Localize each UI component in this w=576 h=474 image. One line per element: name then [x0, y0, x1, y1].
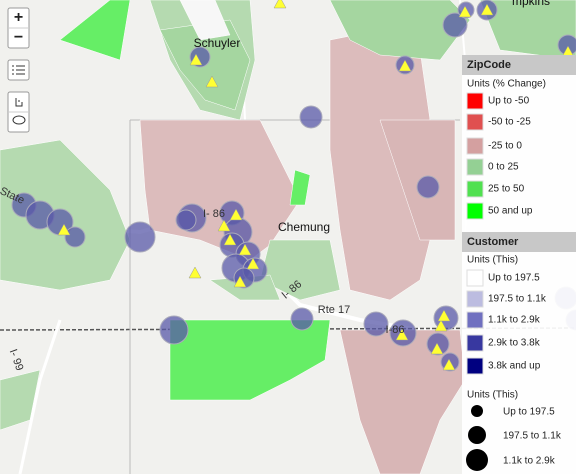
legend-units: Units (This): [467, 390, 518, 401]
legend-label: 197.5 to 1.1k: [488, 294, 547, 305]
place-label: Schuyler: [194, 36, 241, 50]
legend-swatch: [466, 202, 484, 220]
legend-swatch: [466, 113, 484, 131]
legend-swatch: [466, 269, 484, 287]
legend-label: Up to 197.5: [488, 273, 540, 284]
legend-label: 1.1k to 2.9k: [503, 456, 556, 467]
legend-swatch: [466, 158, 484, 176]
legend-label: Up to -50: [488, 96, 530, 107]
map-controls: + −: [7, 7, 30, 133]
road-label: I- 86: [203, 208, 225, 220]
road-label: I- 99: [7, 348, 26, 373]
legend-label: -25 to 0: [488, 141, 522, 152]
legend-header: [462, 232, 576, 252]
legend-label: Up to 197.5: [503, 407, 555, 418]
site-marker: [233, 275, 247, 288]
site-marker: [273, 0, 287, 9]
legend-swatch: [466, 180, 484, 198]
legend-label: 50 and up: [488, 206, 533, 217]
customer-marker: [299, 105, 323, 129]
customer-marker: [64, 226, 86, 248]
customer-marker: [124, 221, 156, 253]
legend-swatch: [466, 92, 484, 110]
site-marker: [238, 243, 252, 256]
legend-title: Customer: [467, 236, 519, 248]
site-marker: [458, 5, 472, 18]
legend-units: Units (This): [467, 255, 518, 266]
site-marker: [223, 233, 237, 246]
zoom-out[interactable]: −: [14, 29, 23, 46]
site-marker: [188, 266, 202, 279]
legend-label: 197.5 to 1.1k: [503, 431, 562, 442]
customer-marker: [159, 315, 189, 345]
legend-units: Units (% Change): [467, 79, 546, 90]
legend-label: 2.9k to 3.8k: [488, 338, 541, 349]
site-marker: [480, 3, 494, 16]
legend-size: [466, 449, 488, 471]
site-marker: [205, 75, 219, 88]
legend-header: [462, 55, 576, 75]
legend-swatch: [466, 137, 484, 155]
customer-marker: [290, 307, 314, 331]
legend-swatch: [466, 290, 484, 308]
legend-label: -50 to -25: [488, 117, 531, 128]
zoom-in[interactable]: +: [14, 9, 23, 26]
site-marker: [395, 328, 409, 341]
legend-swatch: [466, 334, 484, 352]
place-label: mpkins: [512, 0, 550, 8]
site-marker: [57, 223, 71, 236]
legend-label: 0 to 25: [488, 162, 519, 173]
site-marker: [246, 257, 260, 270]
legend-size: [471, 405, 483, 417]
customer-marker: [175, 209, 197, 231]
legend: ZipCode Units (% Change) Up to -50 -50 to -…: [462, 55, 576, 474]
site-marker: [229, 208, 243, 221]
legend-label: 25 to 50: [488, 184, 525, 195]
legend-label: 3.8k and up: [488, 361, 541, 372]
legend-size: [468, 426, 486, 444]
customer-marker: [416, 175, 440, 199]
site-marker: [442, 358, 456, 371]
site-marker: [434, 319, 448, 332]
site-marker: [217, 219, 231, 232]
site-marker: [437, 309, 451, 322]
customer-marker: [442, 12, 468, 38]
pan-tool[interactable]: [15, 98, 23, 107]
place-label: Chemung: [278, 220, 330, 234]
lasso-tool[interactable]: [12, 115, 26, 125]
legend-swatch: [466, 357, 484, 375]
legend-swatch: [466, 311, 484, 329]
road-label: Rte 17: [318, 304, 350, 316]
site-marker: [430, 342, 444, 355]
legend-label: 1.1k to 2.9k: [488, 315, 541, 326]
site-marker: [189, 53, 203, 66]
site-marker: [398, 59, 412, 72]
customer-marker: [426, 332, 450, 356]
customer-marker: [363, 311, 389, 337]
road-label: I-86: [386, 324, 405, 336]
legend-title: ZipCode: [467, 59, 511, 71]
